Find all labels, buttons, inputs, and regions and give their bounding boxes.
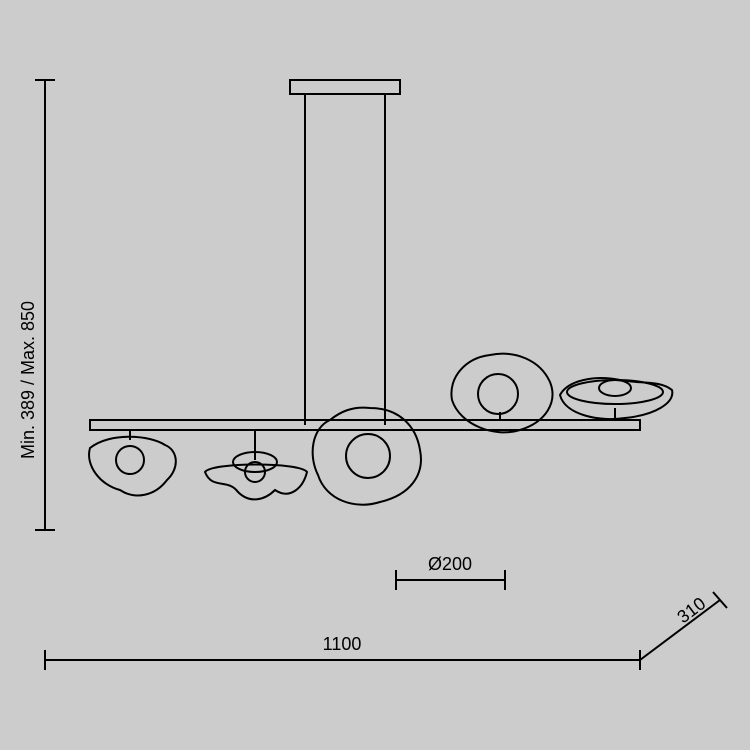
height-label: Min. 389 / Max. 850 [18,301,38,459]
background [0,0,750,750]
dimension-drawing: Min. 389 / Max. 850 Ø200 1100 310 [0,0,750,750]
shade-diameter-label: Ø200 [428,554,472,574]
total-width-label: 1100 [323,634,362,654]
